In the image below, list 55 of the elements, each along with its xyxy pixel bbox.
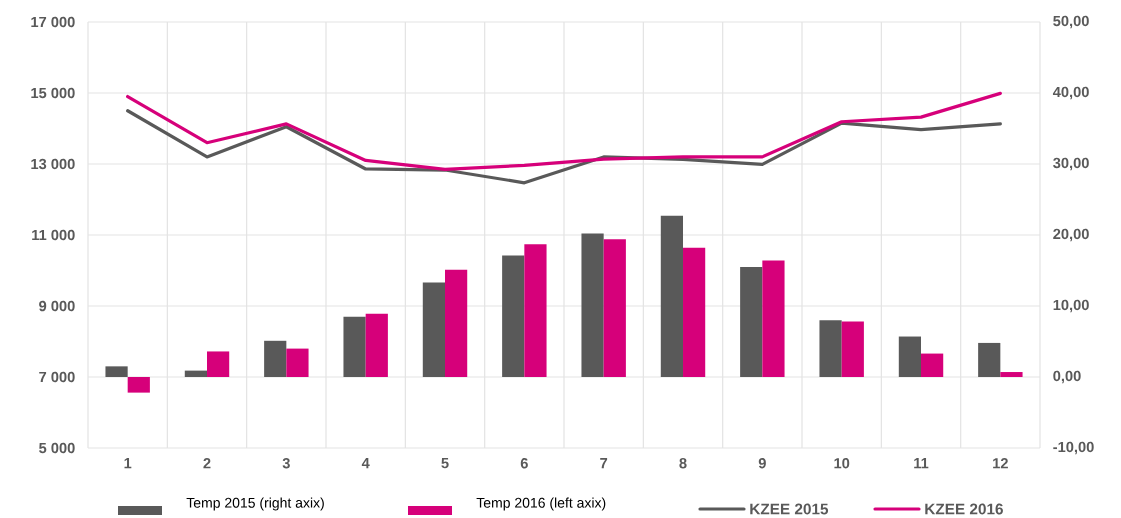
bar [1000,372,1023,377]
x-tick-label: 3 [282,458,290,469]
y-tick-label: 7 000 [39,371,75,383]
x-tick-label: 8 [679,458,687,469]
bar [524,244,547,377]
x-tick-label: 6 [520,458,528,469]
bar [343,316,366,377]
bar [978,342,1001,377]
bar [105,366,128,377]
bar [581,233,604,377]
y-tick-label: 13 000 [31,158,75,170]
bar [207,351,230,377]
y2-tick-label: 0,00 [1053,370,1081,384]
bar [683,247,706,377]
x-tick-label: 5 [441,458,449,469]
bar [921,353,944,377]
bar [740,266,763,377]
bar [762,260,785,377]
y2-tick-label: 30,00 [1053,157,1089,171]
bar [603,239,626,377]
x-tick-label: 12 [993,458,1008,469]
x-tick-label: 4 [361,458,370,469]
x-tick-label: 10 [834,458,850,469]
bar [184,370,207,377]
x-tick-label: 11 [914,458,929,469]
bar [264,340,287,377]
x-tick-label: 9 [758,458,766,469]
y2-tick-label: -10,00 [1053,441,1094,455]
bar [365,313,388,377]
bar [819,320,842,377]
y-tick-label: 5 000 [39,442,75,454]
legend-label: Temp 2015 (right axix) [186,497,324,511]
x-tick-label: 1 [124,458,132,469]
legend-label: KZEE 2015 [750,503,829,515]
y-tick-label: 9 000 [39,300,75,312]
legend-label: KZEE 2016 [925,503,1003,515]
bar [127,377,150,393]
bar [841,321,864,377]
bar [502,255,525,377]
legend-label: Temp 2016 (left axix) [476,497,606,511]
y2-tick-label: 20,00 [1053,228,1089,242]
y2-tick-label: 50,00 [1053,15,1089,29]
y-tick-label: 11 000 [32,229,75,241]
bar [422,282,446,377]
y2-tick-label: 10,00 [1053,299,1089,313]
bar [286,348,309,377]
bar [898,336,922,377]
y-tick-label: 15 000 [31,87,75,99]
line-series [126,91,1002,171]
y-tick-label: 17 000 [31,16,75,28]
x-tick-label: 7 [600,458,608,469]
x-tick-label: 2 [203,458,211,469]
y2-tick-label: 40,00 [1052,86,1089,100]
bar [660,215,684,377]
bar [445,269,468,377]
